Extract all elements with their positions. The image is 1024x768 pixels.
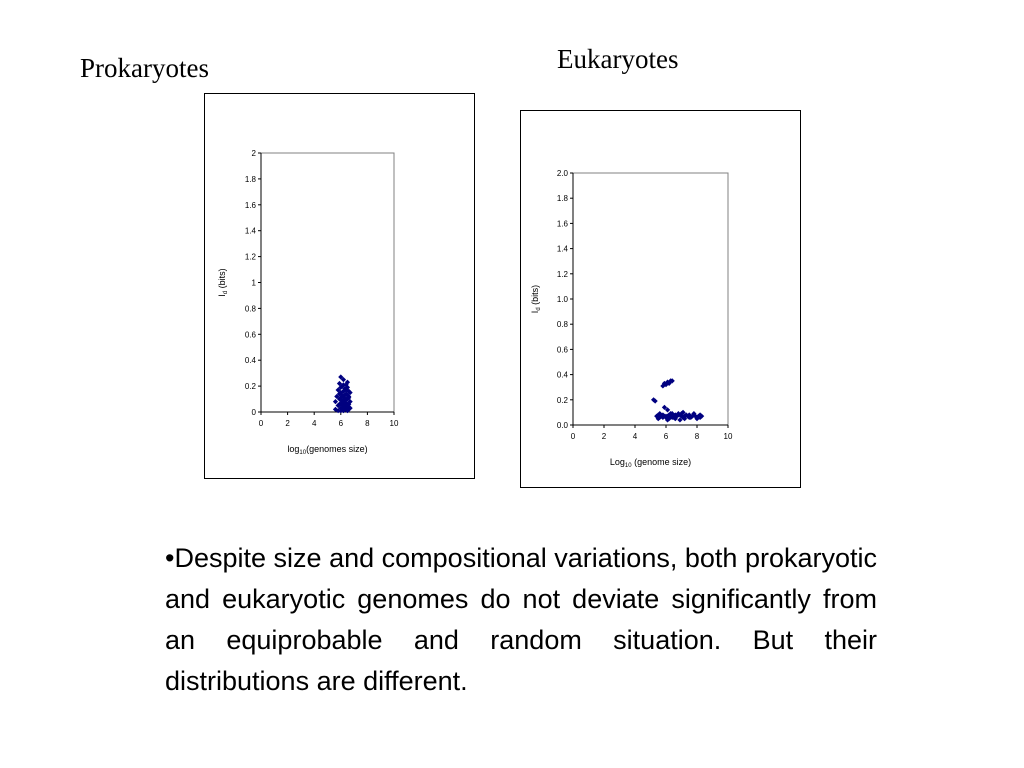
prokaryotes-data-point [346,406,352,413]
prokaryotes-data-point [344,408,351,414]
prokaryotes-plot-area [260,152,395,413]
eukaryotes-data-point [655,416,661,422]
eukaryotes-x-tick-label: 6 [664,432,669,441]
prokaryotes-scatter-chart: 0 0.2 0.4 0.6 0.8 1 1.2 1.4 1.6 1.8 2 0 2 4 6 8 10 log10(… [217,149,399,456]
eukaryotes-x-tick-label: 4 [633,432,638,441]
eukaryotes-y-tick-label: 0.8 [557,320,569,329]
prokaryotes-data-point [344,401,351,407]
eukaryotes-x-tick-label: 0 [571,432,576,441]
prokaryotes-x-tick-label: 10 [390,419,399,428]
prokaryotes-x-tick-label: 0 [259,419,264,428]
prokaryotes-data-point [334,393,340,400]
eukaryotes-y-tick-label: 0.6 [557,345,569,354]
eukaryotes-y-tick-label: 2.0 [557,169,569,178]
eukaryotes-y-tick-label: 1.6 [557,219,569,228]
prokaryotes-y-tick-label: 0.4 [245,356,257,365]
prokaryotes-y-axis-label: Id (bits) [217,268,229,296]
body-text: •Despite size and compositional variatio… [165,543,877,696]
prokaryotes-data-point [343,406,349,413]
eukaryotes-data-point [691,411,697,417]
eukaryotes-x-tick-label: 2 [602,432,607,441]
prokaryotes-data-point [338,374,344,380]
eukaryotes-data-point [664,407,671,413]
prokaryotes-data-point [338,408,344,414]
prokaryotes-data-point [339,392,345,398]
eukaryotes-y-tick-label: 0.2 [557,396,569,405]
prokaryotes-data-point [344,392,351,398]
prokaryotes-y-tick-label: 0 [252,408,257,417]
prokaryotes-data-point [339,383,345,389]
prokaryotes-data-point [340,393,347,400]
prokaryotes-x-axis-label: log10(genomes size) [287,444,367,456]
prokaryotes-y-tick-label: 2 [252,149,257,158]
eukaryotes-y-tick-label: 0.4 [557,371,569,380]
prokaryotes-y-tick-label: 0.2 [245,382,257,391]
prokaryotes-x-tick-label: 8 [365,419,370,428]
eukaryotes-y-tick-label: 1.2 [557,270,569,279]
prokaryotes-data-point [346,388,352,394]
eukaryotes-data-point [686,414,692,421]
prokaryotes-data-point [342,392,348,398]
eukaryotes-y-tick-label: 1.8 [557,194,569,203]
prokaryotes-data-point [332,406,339,413]
eukaryotes-scatter-chart: 0.0 0.2 0.4 0.6 0.8 1.0 1.2 1.4 1.6 1.8 2.0 0 2 4 6 8 10… [530,169,733,469]
prokaryotes-x-tick-label: 4 [312,419,317,428]
prokaryotes-y-tick-label: 0.6 [245,330,257,339]
prokaryotes-data-point [338,384,344,390]
prokaryotes-y-tick-label: 1.2 [245,253,257,262]
prokaryotes-data-point [336,391,343,397]
eukaryotes-data-point [663,413,669,419]
prokaryotes-data-point [344,384,351,390]
prokaryotes-y-tick-label: 1.4 [245,227,257,236]
prokaryotes-chart-frame: 0 0.2 0.4 0.6 0.8 1 1.2 1.4 1.6 1.8 2 0 2 4 6 8 10 log10(… [204,93,475,479]
eukaryotes-chart-frame: 0.0 0.2 0.4 0.6 0.8 1.0 1.2 1.4 1.6 1.8 2.0 0 2 4 6 8 10… [520,110,801,488]
prokaryotes-data-point [332,399,339,405]
eukaryotes-data-point [680,414,686,421]
eukaryotes-y-tick-label: 0.0 [557,421,569,430]
eukaryotes-y-tick-label: 1.0 [557,295,569,304]
eukaryotes-x-tick-label: 10 [724,432,733,441]
eukaryotes-y-axis-label: Id (bits) [530,285,542,313]
prokaryotes-data-point [344,379,351,385]
prokaryotes-y-tick-label: 1 [252,279,257,288]
prokaryotes-x-tick-label: 6 [339,419,344,428]
eukaryotes-x-tick-label: 8 [695,432,700,441]
prokaryotes-x-tick-label: 2 [285,419,290,428]
eukaryotes-y-tick-label: 1.4 [557,245,569,254]
eukaryotes-x-axis-label: Log10 (genome size) [610,457,691,469]
prokaryotes-data-point [340,388,347,394]
prokaryotes-title: Prokaryotes [80,53,209,83]
prokaryotes-data-point [343,387,349,393]
prokaryotes-data-point [343,402,349,409]
prokaryotes-y-tick-label: 0.8 [245,304,257,313]
prokaryotes-data-point [346,393,352,400]
prokaryotes-y-tick-label: 1.6 [245,201,257,210]
prokaryotes-y-tick-label: 1.8 [245,175,257,184]
prokaryotes-data-point [338,395,344,401]
eukaryotes-plot-area [572,172,729,426]
eukaryotes-title: Eukaryotes [557,44,679,74]
